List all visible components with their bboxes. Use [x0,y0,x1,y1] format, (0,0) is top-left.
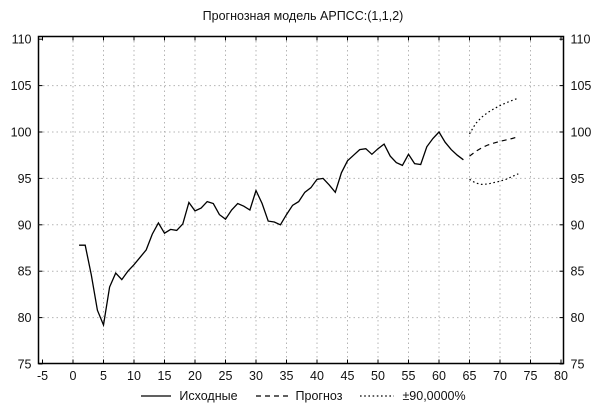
svg-text:60: 60 [432,369,446,383]
svg-text:35: 35 [280,369,294,383]
svg-text:-5: -5 [37,369,48,383]
forecast-series-line [469,136,519,157]
legend: Исходные Прогноз ±90,0000% [0,389,606,403]
svg-text:110: 110 [12,33,32,47]
y-tick-labels-right: 75 80 85 90 95 100 105 110 [571,33,592,372]
svg-text:30: 30 [249,369,263,383]
legend-item-forecast: Прогноз [255,389,343,403]
svg-text:80: 80 [18,311,32,325]
svg-text:70: 70 [493,369,507,383]
svg-text:90: 90 [18,218,32,232]
svg-text:10: 10 [127,369,141,383]
legend-label-confidence-band: ±90,0000% [402,389,466,403]
chart-title: Прогнозная модель АРПСС:(1,1,2) [202,9,404,23]
svg-text:85: 85 [18,265,32,279]
svg-text:40: 40 [310,369,324,383]
svg-text:90: 90 [571,218,585,232]
svg-text:85: 85 [571,265,585,279]
svg-text:15: 15 [158,369,172,383]
svg-text:95: 95 [18,172,32,186]
dashed-line-sample [255,395,288,397]
svg-text:55: 55 [402,369,416,383]
lower-band-line [469,173,519,186]
svg-text:75: 75 [18,358,32,372]
svg-text:50: 50 [371,369,385,383]
y-tick-labels-left: 75 80 85 90 95 100 105 110 [11,33,32,372]
svg-text:100: 100 [11,126,32,140]
svg-text:20: 20 [188,369,202,383]
svg-text:110: 110 [571,33,591,47]
solid-line-sample [141,395,172,397]
svg-text:105: 105 [11,79,32,93]
svg-text:45: 45 [341,369,355,383]
svg-text:75: 75 [571,358,585,372]
dotted-line-sample [360,395,395,397]
svg-text:80: 80 [554,369,568,383]
svg-text:105: 105 [571,79,592,93]
x-tick-labels: -5 0 5 10 15 20 25 30 35 40 45 50 55 60 65 70 75 80 [37,369,568,383]
legend-item-observed: Исходные [140,389,238,403]
svg-text:0: 0 [70,369,77,383]
svg-text:5: 5 [100,369,107,383]
svg-text:75: 75 [524,369,538,383]
svg-text:95: 95 [571,172,585,186]
legend-label-forecast: Прогноз [295,389,343,403]
svg-text:65: 65 [463,369,477,383]
tick-marks [38,36,564,365]
svg-text:25: 25 [219,369,233,383]
svg-text:80: 80 [571,311,585,325]
legend-item-confidence-band: ±90,0000% [359,389,466,403]
observed-series-line [79,130,464,328]
gridlines [38,36,564,364]
svg-text:100: 100 [571,126,592,140]
plot-frame [37,35,565,365]
legend-label-observed: Исходные [179,389,238,403]
